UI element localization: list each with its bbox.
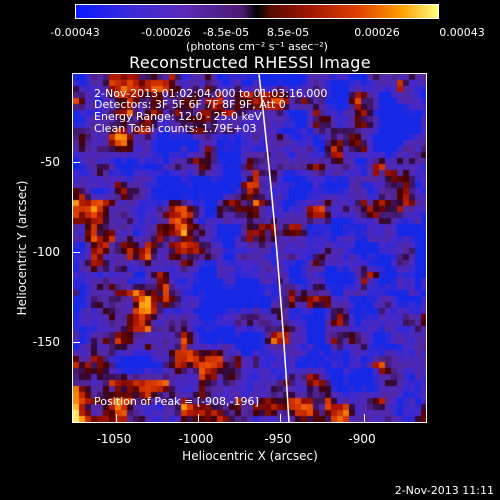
colorbar-tick: 0.00026: [354, 26, 400, 39]
x-tick-label: -900: [348, 432, 376, 446]
colorbar-units: (photons cm⁻² s⁻¹ asec⁻²): [186, 40, 328, 53]
image-plot: [72, 73, 427, 423]
render-timestamp: 2-Nov-2013 11:11: [394, 484, 494, 497]
peak-position-text: Position of Peak = [-908,-196]: [94, 395, 259, 408]
plot-title: Reconstructed RHESSI Image: [129, 53, 371, 72]
y-tick-mark: [72, 252, 80, 253]
y-tick-label: -50: [40, 155, 60, 169]
method-counts-text: Clean Total counts: 1.79E+03: [94, 122, 257, 135]
x-tick-label: -1050: [96, 432, 132, 446]
limb-overlay: [258, 74, 290, 422]
y-tick-mark: [72, 342, 80, 343]
colorbar-tick: -8.5e-05: [202, 26, 250, 39]
detectors-text: Detectors: 3F 5F 6F 7F 8F 9F, Att 0: [94, 98, 286, 111]
y-tick-label: -100: [32, 245, 60, 259]
colorbar: [75, 4, 439, 19]
y-tick-mark: [72, 162, 80, 163]
solar-limb-line: [258, 74, 290, 422]
colorbar-tick: 8.5e-05: [266, 26, 310, 39]
x-tick-mark: [116, 414, 117, 422]
x-tick-mark: [280, 414, 281, 422]
x-axis-label: Heliocentric X (arcsec): [182, 449, 318, 463]
x-tick-label: -1000: [178, 432, 214, 446]
colorbar-tick: -0.00043: [50, 26, 100, 39]
time-range-text: 2-Nov-2013 01:02:04.000 to 01:03:16.000: [94, 87, 328, 100]
y-tick-label: -150: [32, 335, 60, 349]
y-axis-label: Heliocentric Y (arcsec): [15, 180, 29, 316]
energy-range-text: Energy Range: 12.0 - 25.0 keV: [94, 110, 262, 123]
x-tick-mark: [364, 414, 365, 422]
x-tick-mark: [198, 414, 199, 422]
colorbar-tick: -0.00026: [141, 26, 191, 39]
colorbar-tick: 0.00043: [439, 26, 485, 39]
rhessi-image-map: [73, 74, 426, 422]
x-tick-label: -950: [264, 432, 292, 446]
